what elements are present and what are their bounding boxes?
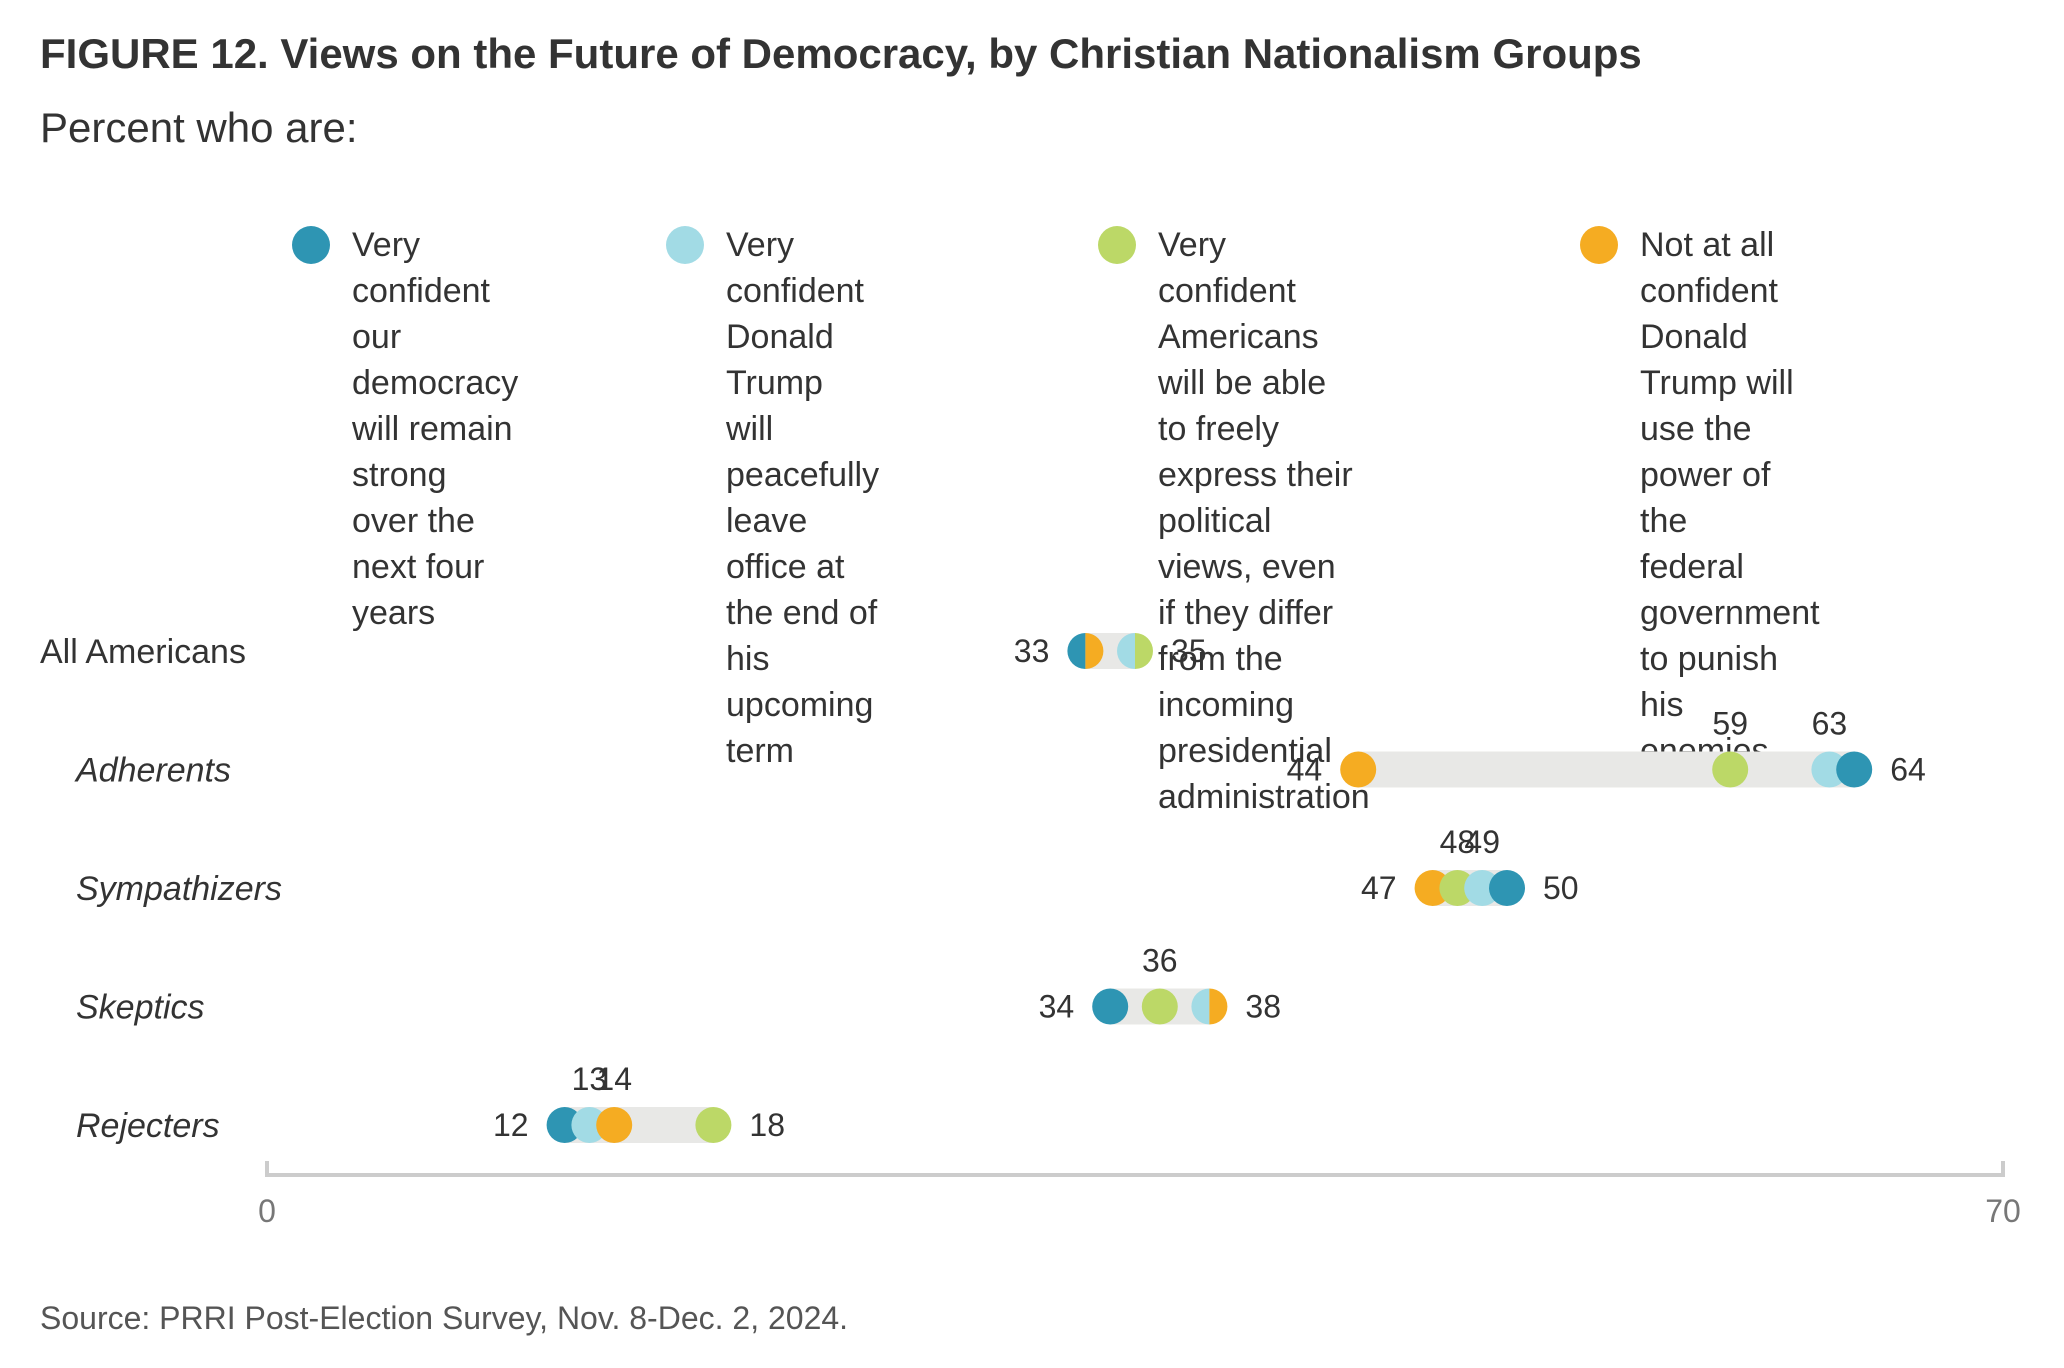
dot-skeptics-series-3 [1209,988,1228,1025]
data-label-skeptics-36: 36 [1142,943,1178,979]
dot-adherents-series-1 [1811,751,1848,788]
dot-sympathizers-series-2 [1439,870,1476,906]
range-bar-adherents [1358,751,1855,788]
data-label-all-americans-35: 35 [1171,633,1207,669]
dot-sympathizers-series-3 [1414,870,1451,906]
dot-skeptics-series-1 [1191,988,1210,1025]
row-label-skeptics: Skeptics [76,989,205,1027]
legend-swatch-peaceful-transfer [666,226,704,264]
chart-title: FIGURE 12. Views on the Future of Democr… [40,30,1642,77]
legend-swatch-punish-enemies [1580,226,1618,264]
data-label-sympathizers-48: 48 [1440,824,1476,860]
dot-all-americans-series-0 [1067,633,1086,669]
dot-skeptics-series-0 [1092,988,1129,1025]
data-label-skeptics-34: 34 [1039,989,1075,1025]
x-tick-label: 0 [258,1193,276,1229]
chart-subtitle: Percent who are: [40,104,358,151]
row-label-adherents: Adherents [74,752,231,790]
row-label-all-americans: All Americans [40,633,246,671]
dot-rejecters-series-0 [546,1107,583,1143]
dot-all-americans-series-3 [1085,633,1104,669]
row-label-sympathizers: Sympathizers [76,870,282,908]
dot-rejecters-series-2 [695,1107,732,1143]
data-label-adherents-59: 59 [1712,706,1748,742]
legend-swatch-democracy [292,226,330,264]
dot-all-americans-series-1 [1117,633,1135,669]
data-label-sympathizers-47: 47 [1361,870,1397,906]
dot-adherents-series-3 [1340,751,1377,788]
legend-swatch-free-expression [1098,226,1136,264]
dot-sympathizers-series-1 [1464,870,1501,906]
data-label-sympathizers-50: 50 [1543,870,1579,906]
dot-rejecters-series-3 [596,1107,633,1143]
data-label-rejecters-12: 12 [493,1107,529,1143]
legend-label-peaceful-transfer: Very confident Donald Trump will peacefu… [726,226,880,770]
dot-all-americans-series-2 [1135,633,1153,669]
data-label-all-americans-33: 33 [1014,633,1050,669]
dot-skeptics-series-2 [1141,988,1178,1025]
dot-sympathizers-series-0 [1489,870,1525,906]
row-label-rejecters: Rejecters [76,1107,220,1145]
data-label-adherents-64: 64 [1890,752,1926,788]
data-label-skeptics-38: 38 [1245,989,1281,1025]
data-label-rejecters-18: 18 [749,1107,785,1143]
data-label-sympathizers-49: 49 [1464,824,1500,860]
data-label-rejecters-13: 13 [572,1061,608,1097]
x-tick-label: 70 [1985,1193,2021,1229]
legend-label-democracy: Very confident our democracy will remain… [352,226,519,632]
legend-label-free-expression: Very confident Americans will be able to… [1158,226,1370,816]
dot-adherents-series-0 [1836,751,1873,788]
dot-rejecters-series-1 [571,1107,608,1143]
data-label-rejecters-14: 14 [596,1061,632,1097]
dot-adherents-series-2 [1712,751,1749,788]
data-label-adherents-44: 44 [1287,752,1323,788]
source-note: Source: PRRI Post-Election Survey, Nov. … [40,1300,849,1336]
data-label-adherents-63: 63 [1812,706,1848,742]
